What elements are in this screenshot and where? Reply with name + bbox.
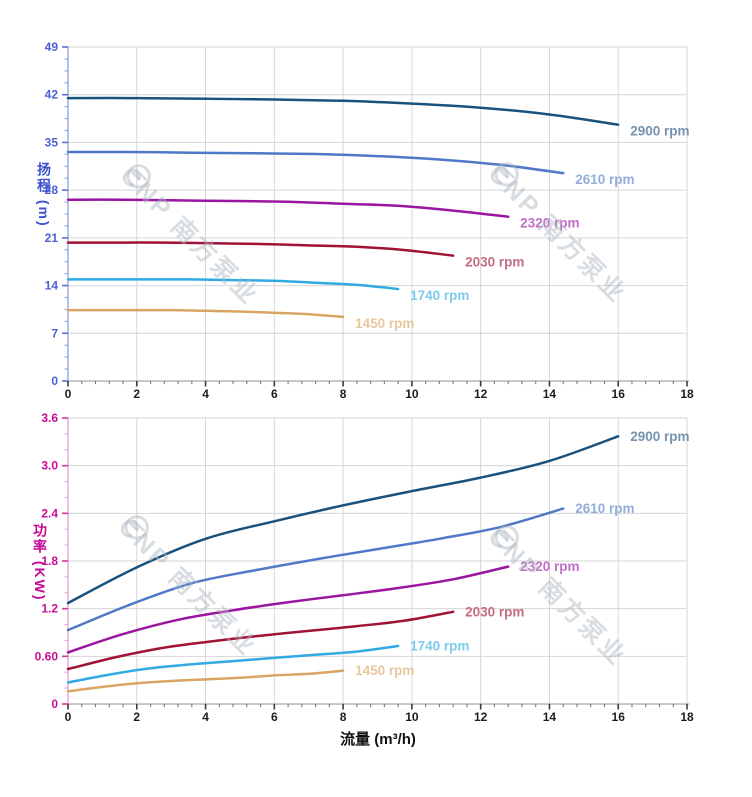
series-label-2320rpm: 2320 rpm (520, 216, 579, 231)
series-label-1740rpm: 1740 rpm (410, 288, 469, 303)
x-tick-label: 14 (543, 387, 557, 401)
series-label-2030rpm: 2030 rpm (465, 255, 524, 270)
x-tick-label: 6 (271, 710, 278, 724)
y-tick-label: 0.60 (35, 649, 59, 663)
y-tick-label: 0 (51, 697, 58, 711)
series-label-1450rpm: 1450 rpm (355, 316, 414, 331)
x-tick-label: 0 (65, 387, 72, 401)
gridlines (68, 417, 688, 704)
y-tick-label: 3.0 (41, 459, 58, 473)
x-tick-label: 8 (340, 710, 347, 724)
y-tick-label: 1.8 (41, 554, 58, 568)
x-tick-label: 0 (65, 710, 72, 724)
x-tick-label: 12 (474, 387, 488, 401)
x-tick-label: 6 (271, 387, 278, 401)
curve-2320rpm (66, 565, 510, 654)
curve-2610rpm (66, 150, 565, 175)
series-label-2320rpm: 2320 rpm (520, 559, 579, 574)
series-label-1740rpm: 1740 rpm (410, 639, 469, 654)
series-label-1450rpm: 1450 rpm (355, 663, 414, 678)
axes: 0 0.60 1.2 1.8 2.4 3.0 3.6 0 2 4 6 8 10 12 14 16 18 (35, 411, 694, 724)
curve-1740rpm (66, 644, 400, 684)
x-tick-label: 4 (202, 710, 209, 724)
y-tick-label: 7 (51, 326, 58, 340)
curve-2320rpm (66, 198, 510, 218)
y-tick-label: 0 (51, 374, 58, 388)
y-tick-label: 28 (45, 183, 59, 197)
x-tick-label: 16 (612, 710, 626, 724)
y-tick-label: 35 (45, 135, 59, 149)
y-tick-label: 1.2 (41, 602, 58, 616)
curve-1450rpm (66, 669, 345, 693)
x-tick-label: 18 (680, 387, 694, 401)
flow-axis-title: 流量 (m³/h) (340, 731, 416, 748)
power-chart: 0 0.60 1.2 1.8 2.4 3.0 3.6 0 2 4 6 8 10 12 14 16 18 2900 … (35, 411, 694, 724)
x-tick-label: 16 (612, 387, 626, 401)
y-tick-label: 3.6 (41, 411, 58, 425)
y-tick-label: 14 (45, 279, 59, 293)
curve-2900rpm (66, 435, 620, 605)
axes: 0 7 14 21 28 35 42 49 0 2 4 6 8 10 12 14 16 18 (45, 40, 694, 401)
power-axis-title: 功率 (KW) (32, 523, 48, 602)
x-tick-label: 10 (405, 710, 419, 724)
x-tick-label: 8 (340, 387, 347, 401)
curve-1740rpm (66, 278, 400, 291)
y-tick-label: 2.4 (41, 506, 58, 520)
y-tick-label: 49 (45, 40, 59, 54)
x-tick-label: 2 (133, 710, 140, 724)
series-label-2030rpm: 2030 rpm (465, 604, 524, 619)
y-tick-label: 21 (45, 231, 59, 245)
x-tick-label: 14 (543, 710, 557, 724)
curve-2030rpm (66, 241, 455, 257)
x-tick-label: 4 (202, 387, 209, 401)
head-chart: 0 7 14 21 28 35 42 49 0 2 4 6 8 10 12 14 16 18 2900 rpm 261… (45, 40, 694, 401)
curve-2900rpm (66, 96, 620, 126)
x-tick-label: 18 (680, 710, 694, 724)
curve-2610rpm (66, 507, 565, 632)
curve-1450rpm (66, 308, 345, 319)
head-axis-title: 扬程 (m) (36, 162, 52, 228)
series-label-2900rpm: 2900 rpm (630, 124, 689, 139)
x-tick-label: 10 (405, 387, 419, 401)
x-tick-label: 12 (474, 710, 488, 724)
series-label-2900rpm: 2900 rpm (630, 429, 689, 444)
x-tick-label: 2 (133, 387, 140, 401)
y-tick-label: 42 (45, 88, 59, 102)
series-label-2610rpm: 2610 rpm (575, 501, 634, 516)
curve-2030rpm (66, 610, 455, 671)
series-label-2610rpm: 2610 rpm (575, 172, 634, 187)
